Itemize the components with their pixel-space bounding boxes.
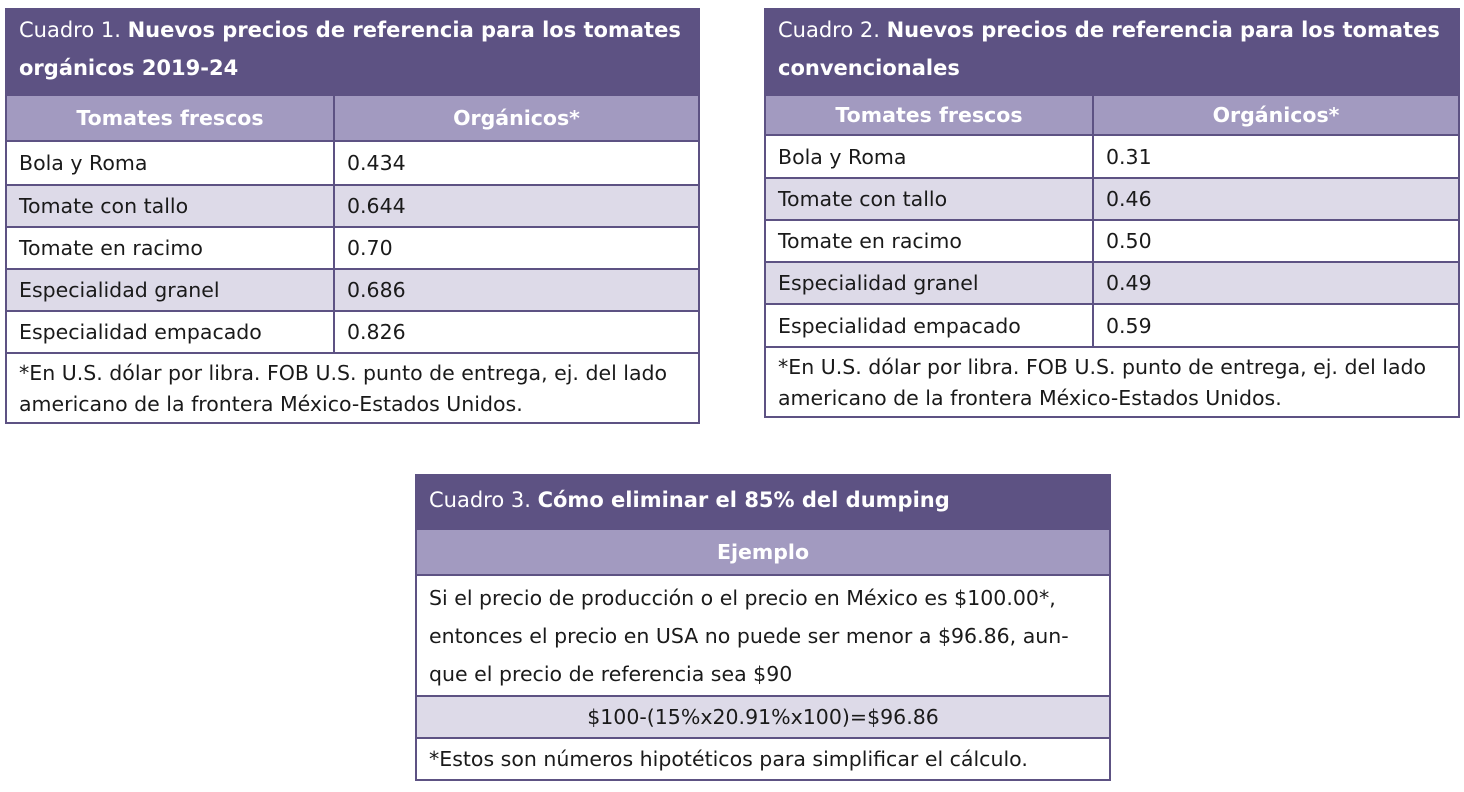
table-2-row-1-name: Bola y Roma [766,136,1094,177]
table-1-caption: Cuadro 1. Nuevos precios de referencia p… [7,10,698,94]
table-2-row-1-value: 0.31 [1106,144,1152,169]
table-2-footnote: *En U.S. dólar por libra. FOB U.S. punto… [766,346,1458,418]
table-row: Especialidad granel 0.686 [7,268,698,310]
table-1-footnote: *En U.S. dólar por libra. FOB U.S. punto… [7,352,698,424]
table-3-caption: Cuadro 3. Cómo eliminar el 85% del dumpi… [417,476,1109,528]
table-row: Tomate con tallo 0.644 [7,184,698,226]
table-1-header-row: Tomates frescos Orgánicos* [7,94,698,140]
table-1-row-4-name: Especialidad granel [7,270,335,310]
table-1-row-4-value: 0.686 [347,278,406,302]
table-1-caption-number: Cuadro 1. [19,18,121,42]
table-1-caption-title: Nuevos precios de referencia para los to… [19,18,681,80]
table-2-row-4-name: Especialidad granel [766,263,1094,303]
table-2-caption-title: Nuevos precios de referencia para los to… [778,18,1440,80]
table-1-row-3-value: 0.70 [347,236,393,260]
table-row: Especialidad granel 0.49 [766,261,1458,303]
table-row: Bola y Roma 0.434 [7,140,698,184]
table-1-row-1-name: Bola y Roma [7,142,335,184]
table-1-row-5-value: 0.826 [347,320,406,344]
table-3-caption-number: Cuadro 3. [429,488,531,512]
table-3-caption-title: Cómo eliminar el 85% del dumping [537,488,950,512]
table-3-formula: $100-(15%x20.91%x100)=$96.86 [587,705,939,729]
table-2-caption: Cuadro 2. Nuevos precios de referencia p… [766,10,1458,94]
table-1-header-price: Orgánicos* [453,106,580,130]
table-2-row-3-value: 0.50 [1106,229,1152,253]
table-3-body: Si el precio de producción o el precio e… [417,574,1109,695]
table-row: Especialidad empacado 0.826 [7,310,698,352]
table-2-header-row: Tomates frescos Orgánicos* [766,94,1458,134]
table-row: Especialidad empacado 0.59 [766,303,1458,346]
table-3-footnote: *Estos son números hipotéticos para simp… [429,746,1028,771]
table-3: Cuadro 3. Cómo eliminar el 85% del dumpi… [415,474,1111,781]
table-3-footnote-row: *Estos son números hipotéticos para simp… [417,737,1109,778]
table-2-row-3-name: Tomate en racimo [766,221,1094,261]
table-2-row-2-value: 0.46 [1106,187,1152,211]
table-2-row-5-name: Especialidad empacado [766,305,1094,346]
table-3-body-line-3: que el precio de referencia sea $90 [429,662,793,686]
table-3-body-line-2: entonces el precio en USA no puede ser m… [429,624,1069,648]
table-2-header-product: Tomates frescos [766,96,1094,134]
table-row: Bola y Roma 0.31 [766,134,1458,177]
table-3-header-row: Ejemplo [417,528,1109,574]
table-2-row-2-name: Tomate con tallo [766,179,1094,219]
table-1-row-2-value: 0.644 [347,194,406,218]
table-3-header: Ejemplo [716,540,810,564]
table-2-header-price: Orgánicos* [1212,103,1340,127]
table-3-body-line-1: Si el precio de producción o el precio e… [429,586,1056,610]
table-1-row-2-name: Tomate con tallo [7,186,335,226]
table-3-formula-row: $100-(15%x20.91%x100)=$96.86 [417,695,1109,737]
table-row: Tomate en racimo 0.50 [766,219,1458,261]
table-1-header-product: Tomates frescos [7,96,335,140]
table-row: Tomate en racimo 0.70 [7,226,698,268]
table-2-row-5-value: 0.59 [1106,313,1152,338]
table-row: Tomate con tallo 0.46 [766,177,1458,219]
table-2-caption-number: Cuadro 2. [778,18,880,42]
table-1-row-1-value: 0.434 [347,151,406,175]
table-2-row-4-value: 0.49 [1106,271,1152,295]
table-1-row-3-name: Tomate en racimo [7,228,335,268]
table-1: Cuadro 1. Nuevos precios de referencia p… [5,8,700,424]
table-2: Cuadro 2. Nuevos precios de referencia p… [764,8,1460,418]
table-1-row-5-name: Especialidad empacado [7,312,335,352]
